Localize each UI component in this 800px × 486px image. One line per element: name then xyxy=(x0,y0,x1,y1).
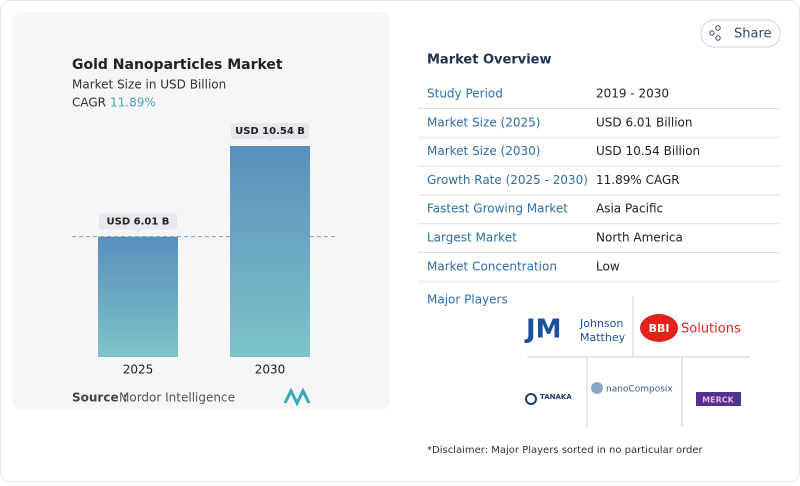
logo-bbi-text: Solutions xyxy=(681,322,741,337)
cagr-label: CAGR xyxy=(72,96,106,110)
logo-jm-text: Matthey xyxy=(580,331,626,344)
x-tick-label: 2025 xyxy=(123,363,154,377)
logo-tanaka-icon xyxy=(525,393,537,405)
source-logo xyxy=(283,387,311,407)
row-value: 2019 - 2030 xyxy=(596,87,669,101)
value-label: USD 10.54 B xyxy=(235,126,305,137)
logo-tanaka: TANAKA xyxy=(540,393,572,401)
share-icon xyxy=(709,30,715,36)
share-icon xyxy=(715,25,721,31)
value-label-pointer xyxy=(134,229,142,234)
value-label-box xyxy=(231,123,309,139)
disclaimer: *Disclaimer: Major Players sorted in no … xyxy=(427,445,704,456)
row-label: Growth Rate (2025 - 2030) xyxy=(427,173,588,187)
row-value: 11.89% CAGR xyxy=(596,173,680,187)
bar xyxy=(98,236,178,357)
share-button[interactable]: Share xyxy=(700,19,781,48)
logo-jm-text: Johnson xyxy=(579,317,623,330)
value-label-box xyxy=(99,213,177,230)
row-label: Market Size (2025) xyxy=(427,115,540,129)
players-title: Major Players xyxy=(427,293,508,307)
value-label: USD 6.01 B xyxy=(107,217,170,228)
logo-merck: MERCK xyxy=(702,396,734,405)
logo-bbi-shape xyxy=(640,314,678,342)
logo-merck-box xyxy=(696,392,741,406)
x-tick-label: 2030 xyxy=(255,363,286,377)
source: Mordor Intelligence xyxy=(119,391,235,405)
row-label: Market Concentration xyxy=(427,259,557,273)
logo-bbi: BBI xyxy=(649,322,670,335)
row-value: Low xyxy=(596,259,620,273)
source-label: Source : xyxy=(72,391,128,405)
row-value: North America xyxy=(596,231,683,245)
share-box[interactable] xyxy=(700,19,781,48)
chart-subtitle: Market Size in USD Billion xyxy=(72,78,226,92)
player-grid xyxy=(527,296,750,427)
bar xyxy=(230,146,310,357)
cagr-value: 11.89% xyxy=(110,96,156,110)
logo-nano-icon xyxy=(591,382,603,394)
logo-jm: JM xyxy=(524,315,562,345)
share-text[interactable]: Share xyxy=(734,27,772,42)
row-label: Fastest Growing Market xyxy=(427,202,568,216)
row-label: Study Period xyxy=(427,87,503,101)
overview-title: Market Overview xyxy=(427,53,551,68)
logo-nanocomposix: nanoComposix xyxy=(606,385,673,395)
row-label: Market Size (2030) xyxy=(427,144,540,158)
share-icon xyxy=(715,35,721,41)
value-label-pointer xyxy=(266,139,274,143)
row-value: USD 10.54 Billion xyxy=(596,144,700,158)
row-value: USD 6.01 Billion xyxy=(596,115,693,129)
row-label: Largest Market xyxy=(427,231,517,245)
chart-title: Gold Nanoparticles Market xyxy=(72,57,283,73)
row-value: Asia Pacific xyxy=(596,202,663,216)
